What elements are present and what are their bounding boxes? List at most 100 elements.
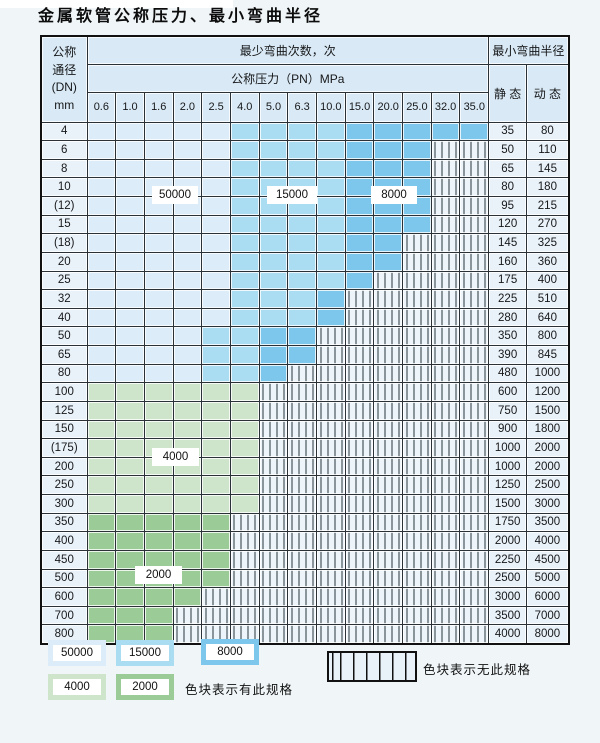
spec-cell xyxy=(316,196,346,216)
no-spec-cell xyxy=(258,494,289,514)
spec-cell xyxy=(143,419,174,440)
static-value-cell: 120 xyxy=(488,214,528,235)
spec-cell xyxy=(86,326,117,346)
static-value-cell: 900 xyxy=(488,419,528,440)
no-spec-cell xyxy=(316,438,346,458)
table-row: 65 390 845 xyxy=(40,345,570,365)
no-spec-cell xyxy=(287,587,317,607)
spec-cell xyxy=(143,270,174,291)
spec-cell xyxy=(143,494,174,514)
no-spec-cell xyxy=(287,512,317,533)
dynamic-value-cell: 270 xyxy=(526,214,570,235)
dynamic-value-cell: 215 xyxy=(526,196,570,216)
dn-cell: 500 xyxy=(40,568,88,589)
no-spec-cell xyxy=(459,233,490,253)
dn-cell: 32 xyxy=(40,289,88,309)
spec-cell xyxy=(115,214,145,235)
static-value-cell: 1500 xyxy=(488,494,528,514)
no-spec-cell xyxy=(258,438,289,458)
table-row: 350 1750 3500 xyxy=(40,512,570,533)
no-spec-cell xyxy=(373,587,404,607)
no-spec-cell xyxy=(430,587,461,607)
spec-cell xyxy=(344,214,375,235)
table-row: 6 50 110 xyxy=(40,140,570,160)
legend-swatch-label: 4000 xyxy=(64,681,90,693)
no-spec-cell xyxy=(287,363,317,384)
spec-cell xyxy=(86,456,117,477)
spec-cell xyxy=(115,382,145,402)
no-spec-cell xyxy=(459,419,490,440)
spec-cell xyxy=(115,400,145,421)
no-spec-cell xyxy=(373,270,404,291)
no-spec-cell xyxy=(430,568,461,589)
static-value-cell: 4000 xyxy=(488,624,528,644)
spec-cell xyxy=(172,363,203,384)
dynamic-value-cell: 4000 xyxy=(526,531,570,551)
spec-cell xyxy=(402,121,432,142)
no-spec-cell xyxy=(430,196,461,216)
spec-cell xyxy=(201,326,231,346)
spec-cell xyxy=(143,158,174,179)
spec-cell xyxy=(172,251,203,272)
no-spec-cell xyxy=(287,456,317,477)
no-spec-cell xyxy=(344,382,375,402)
static-value-cell: 95 xyxy=(488,196,528,216)
spec-cell xyxy=(316,121,346,142)
no-spec-cell xyxy=(316,512,346,533)
static-value-cell: 175 xyxy=(488,270,528,291)
table-row: 600 3000 6000 xyxy=(40,587,570,607)
spec-cell xyxy=(373,214,404,235)
spec-cell xyxy=(143,400,174,421)
no-spec-cell xyxy=(402,624,432,644)
spec-cell xyxy=(344,177,375,197)
dynamic-value-cell: 2000 xyxy=(526,456,570,477)
dn-cell: 300 xyxy=(40,494,88,514)
table-row: 300 1500 3000 xyxy=(40,494,570,514)
spec-cell xyxy=(143,233,174,253)
dynamic-value-cell: 1000 xyxy=(526,363,570,384)
spec-cell xyxy=(201,549,231,570)
no-spec-cell xyxy=(258,419,289,440)
no-spec-cell xyxy=(344,587,375,607)
spec-cell xyxy=(143,605,174,626)
no-spec-cell xyxy=(258,549,289,570)
dynamic-value-cell: 6000 xyxy=(526,587,570,607)
spec-cell xyxy=(115,307,145,328)
spec-cell xyxy=(86,419,117,440)
spec-cell xyxy=(201,438,231,458)
spec-cell xyxy=(258,289,289,309)
spec-cell xyxy=(229,400,260,421)
no-spec-cell xyxy=(258,624,289,644)
spec-cell xyxy=(229,307,260,328)
no-spec-cell xyxy=(402,549,432,570)
spec-cell xyxy=(115,326,145,346)
pressure-value-header: 6.3 xyxy=(287,91,317,123)
spec-cell xyxy=(201,121,231,142)
no-spec-cell xyxy=(430,605,461,626)
no-spec-cell xyxy=(402,289,432,309)
no-spec-cell xyxy=(459,531,490,551)
no-spec-cell xyxy=(344,605,375,626)
no-spec-cell xyxy=(201,587,231,607)
no-spec-cell xyxy=(344,549,375,570)
spec-cell xyxy=(86,475,117,495)
spec-cell xyxy=(229,326,260,346)
dn-cell: 350 xyxy=(40,512,88,533)
no-spec-cell xyxy=(287,475,317,495)
spec-cell xyxy=(229,382,260,402)
static-value-cell: 350 xyxy=(488,326,528,346)
no-spec-cell xyxy=(430,400,461,421)
no-spec-cell xyxy=(459,345,490,365)
no-spec-cell xyxy=(402,270,432,291)
no-spec-cell xyxy=(459,251,490,272)
dn-cell: 600 xyxy=(40,587,88,607)
dynamic-value-cell: 3000 xyxy=(526,494,570,514)
static-value-cell: 1000 xyxy=(488,438,528,458)
no-spec-cell xyxy=(402,568,432,589)
no-spec-cell xyxy=(316,475,346,495)
no-spec-cell xyxy=(402,400,432,421)
dn-cell: 25 xyxy=(40,270,88,291)
spec-cell xyxy=(201,158,231,179)
spec-cell xyxy=(172,587,203,607)
table-row: 32 225 510 xyxy=(40,289,570,309)
